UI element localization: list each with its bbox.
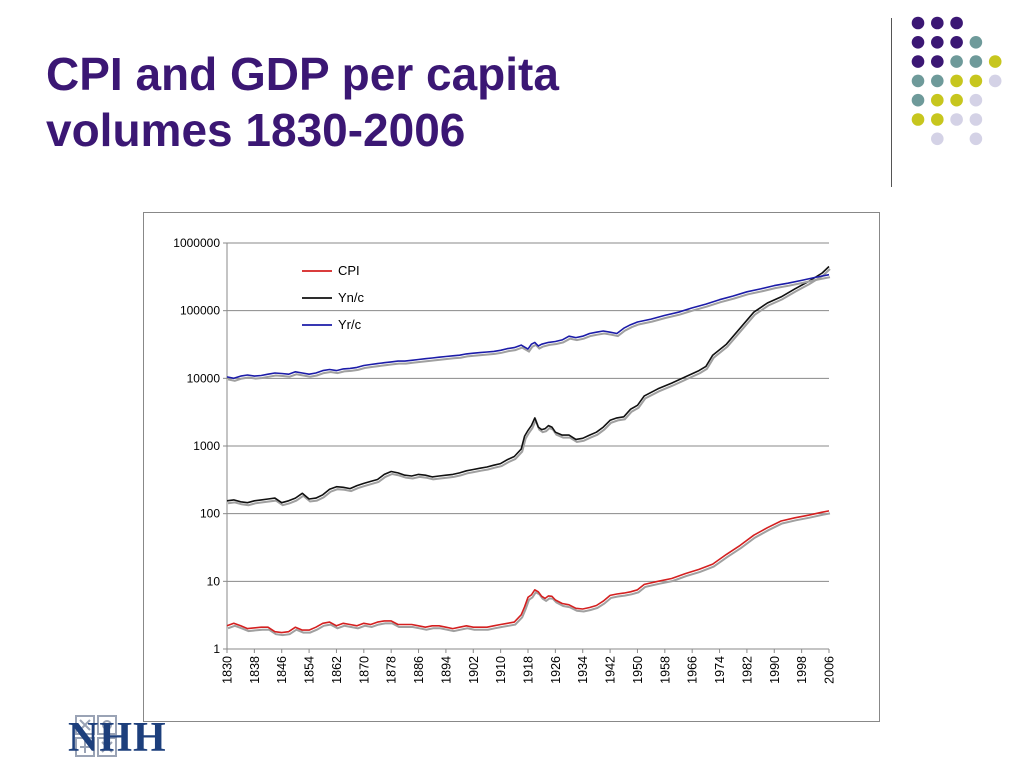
x-tick-label: 1990: [768, 656, 782, 684]
decorative-dot: [950, 113, 963, 126]
series-line-2: [226, 273, 830, 380]
decorative-dot: [950, 16, 963, 30]
decorative-dot: [950, 74, 963, 88]
slide-title-line-2: volumes 1830-2006: [46, 104, 466, 157]
decorative-dot: [969, 93, 983, 107]
series-line-1: [226, 265, 830, 504]
decorative-dot: [911, 55, 925, 68]
decorative-dot: [969, 36, 983, 49]
decorative-dot: [969, 113, 983, 126]
y-tick-label: 100000: [180, 304, 220, 318]
decorative-dot: [931, 36, 944, 49]
x-tick-label: 1974: [713, 656, 727, 684]
legend-label: Yr/c: [338, 317, 362, 332]
decorative-dot: [969, 132, 983, 146]
x-tick-label: 1982: [740, 656, 754, 684]
x-tick-label: 1950: [631, 656, 645, 684]
decorative-dot: [988, 55, 1002, 68]
series-shadow: [227, 276, 831, 382]
x-tick-label: 1830: [221, 656, 235, 684]
decorative-dot: [931, 16, 944, 30]
x-tick-label: 1838: [248, 656, 262, 684]
x-tick-label: 1846: [275, 656, 289, 684]
x-tick-label: 1958: [658, 656, 672, 684]
legend-label: Yn/c: [338, 290, 365, 305]
decorative-dot: [931, 93, 944, 107]
decorative-dot-grid: [911, 16, 1002, 146]
x-tick-label: 1862: [330, 656, 344, 684]
x-tick-label: 1966: [686, 656, 700, 684]
y-tick-label: 10000: [187, 371, 221, 385]
x-tick-label: 1878: [385, 656, 399, 684]
nhh-logo-text: NHH: [68, 715, 167, 761]
decorative-dot: [931, 74, 944, 88]
header-divider: [891, 18, 892, 187]
series-shadow: [227, 512, 831, 637]
y-tick-label: 10: [207, 574, 221, 588]
x-tick-label: 1854: [303, 656, 317, 684]
line-chart: 1 10 100 1000 10000 100000 1000000 1830 1838 1846…: [173, 236, 837, 684]
decorative-dot: [911, 113, 925, 126]
series-shadow: [227, 268, 831, 507]
x-tick-label: 2006: [823, 656, 837, 684]
x-tick-label: 1910: [494, 656, 508, 684]
y-tick-label: 1000000: [173, 236, 220, 250]
decorative-dot: [950, 55, 963, 68]
slide-title: CPI and GDP per capita volumes 1830-2006: [46, 46, 559, 158]
y-tick-label: 1: [213, 642, 220, 656]
x-tick-label: 1934: [576, 656, 590, 684]
gridlines: [223, 242, 829, 650]
x-tick-label: 1998: [795, 656, 809, 684]
decorative-dot: [911, 16, 925, 30]
x-tick-label: 1918: [522, 656, 536, 684]
nhh-crest-icon: [75, 715, 117, 757]
x-tick-label: 1894: [439, 656, 453, 684]
x-tick-label: 1870: [357, 656, 371, 684]
decorative-dot: [911, 36, 925, 49]
decorative-dot: [950, 93, 963, 107]
y-tick-label: 1000: [193, 439, 220, 453]
decorative-dot: [950, 36, 963, 49]
x-tick-label: 1926: [549, 656, 563, 684]
y-tick-label: 100: [200, 507, 220, 521]
x-tick-label: 1902: [467, 656, 481, 684]
series-line-0: [226, 510, 830, 634]
decorative-dot: [911, 74, 925, 88]
x-tick-label: 1886: [412, 656, 426, 684]
decorative-dot: [911, 93, 925, 107]
slide-title-line-1: CPI and GDP per capita: [46, 48, 559, 100]
decorative-dot: [988, 74, 1002, 88]
decorative-dot: [931, 113, 944, 126]
legend: CPI Yn/c Yr/c: [302, 263, 365, 332]
legend-label: CPI: [338, 263, 360, 278]
decorative-dot: [969, 55, 983, 68]
decorative-dot: [931, 132, 944, 146]
decorative-dot: [969, 74, 983, 88]
x-tick-label: 1942: [604, 656, 618, 684]
decorative-dot: [931, 55, 944, 68]
chart-frame: [143, 212, 880, 722]
